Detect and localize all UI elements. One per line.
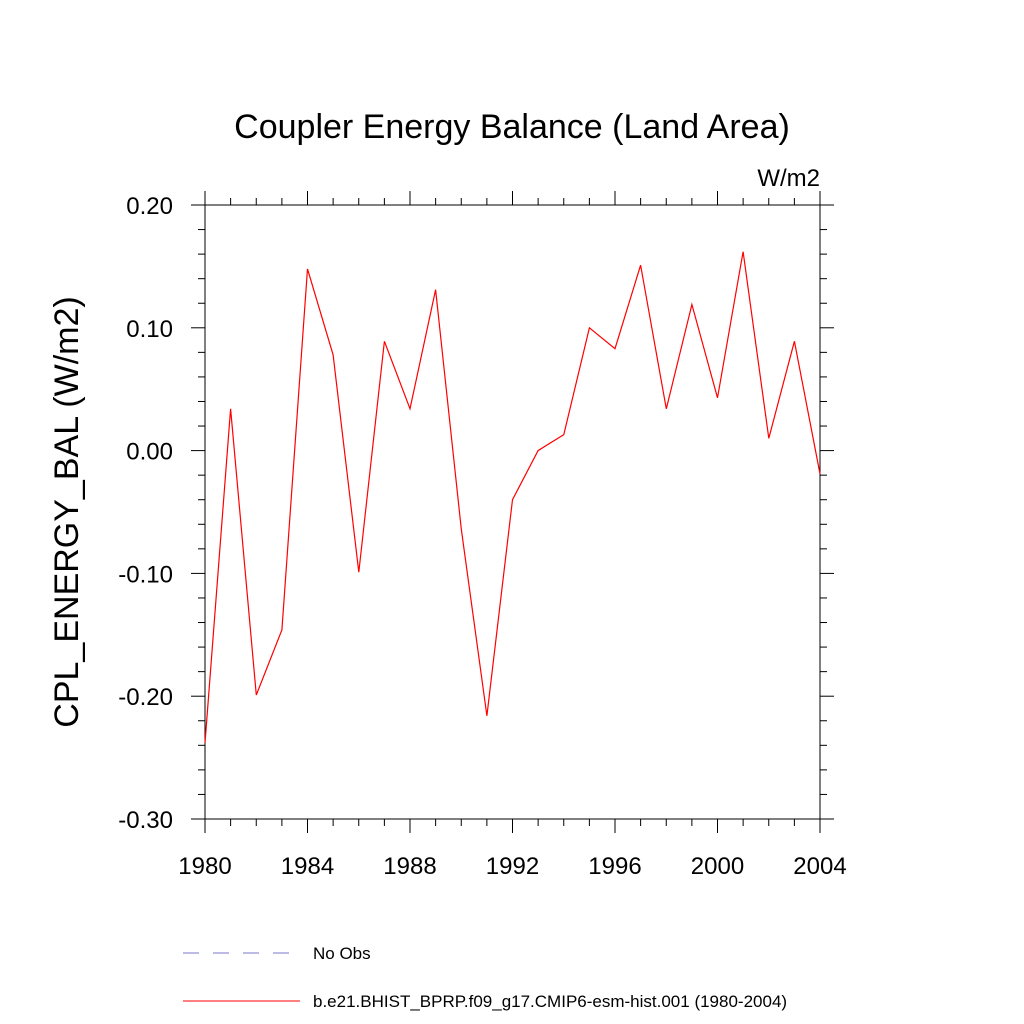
legend-label-0: No Obs [313,944,371,963]
x-tick-label: 1996 [588,853,641,880]
axes: 1980 1984 1988 1992 1996 2000 2004 0.20 0.10 0.00… [118,191,847,880]
plot-frame [204,204,821,820]
series-line-1 [204,251,821,743]
x-tick-label: 2000 [691,853,744,880]
x-tick-label: 1980 [178,853,231,880]
legend-label-1: b.e21.BHIST_BPRP.f09_g17.CMIP6-esm-hist.… [313,992,787,1011]
y-tick-label: 0.00 [126,439,173,466]
plot-series [204,251,821,743]
y-tick-label: -0.10 [118,561,173,588]
x-tick-label: 1984 [281,853,334,880]
x-tick-label: 1988 [383,853,436,880]
y-tick-label: 0.20 [126,193,173,220]
y-tick-label: 0.10 [126,316,173,343]
y-axis-label: CPL_ENERGY_BAL (W/m2) [48,296,86,727]
x-tick-label: 1992 [486,853,539,880]
chart-title: Coupler Energy Balance (Land Area) [234,108,790,146]
x-tick-label: 2004 [793,853,846,880]
y-tick-label: -0.30 [118,807,173,834]
chart-units: W/m2 [757,165,820,192]
y-tick-label: -0.20 [118,684,173,711]
legend: No Obs b.e21.BHIST_BPRP.f09_g17.CMIP6-esm… [183,944,787,1011]
